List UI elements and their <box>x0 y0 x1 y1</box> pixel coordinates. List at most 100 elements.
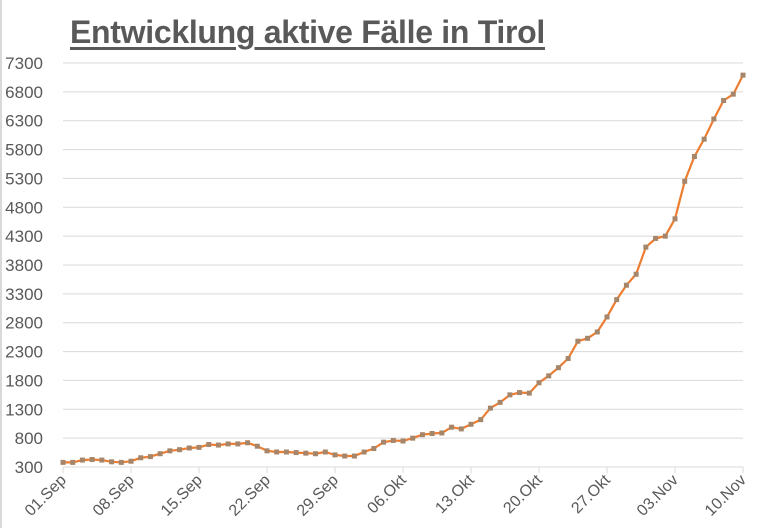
data-point-marker <box>487 405 493 411</box>
data-point-marker <box>390 437 396 443</box>
data-point-marker <box>293 450 299 456</box>
data-point-marker <box>332 452 338 458</box>
data-point-marker <box>351 453 357 459</box>
data-point-marker <box>633 271 639 277</box>
x-tick-label: 03.Nov <box>634 472 682 520</box>
data-point-marker <box>245 440 251 446</box>
x-tick-label: 20.Okt <box>500 471 546 517</box>
y-tick-label: 800 <box>15 429 43 448</box>
data-point-marker <box>740 72 746 78</box>
y-tick-label: 7300 <box>5 54 43 73</box>
y-tick-label: 4800 <box>5 198 43 217</box>
data-point-marker <box>157 451 163 457</box>
y-tick-label: 6300 <box>5 112 43 131</box>
y-tick-label: 1800 <box>5 371 43 390</box>
y-tick-label: 300 <box>15 458 43 477</box>
y-tick-label: 2300 <box>5 343 43 362</box>
data-point-marker <box>449 424 455 430</box>
data-point-marker <box>147 454 153 460</box>
data-point-marker <box>672 216 678 222</box>
data-series <box>60 72 746 465</box>
data-point-marker <box>429 431 435 437</box>
data-point-marker <box>371 446 377 452</box>
data-point-marker <box>206 441 212 447</box>
data-point-marker <box>381 439 387 445</box>
data-point-marker <box>79 457 85 463</box>
data-point-marker <box>478 417 484 423</box>
data-point-marker <box>711 116 717 122</box>
data-point-marker <box>196 444 202 450</box>
y-tick-label: 1300 <box>5 400 43 419</box>
data-point-marker <box>118 459 124 465</box>
x-tick-label: 08.Sep <box>90 472 138 520</box>
data-point-marker <box>138 455 144 461</box>
data-point-marker <box>594 329 600 335</box>
data-point-marker <box>546 373 552 379</box>
x-tick-label: 01.Sep <box>22 472 70 520</box>
x-tick-label: 29.Sep <box>294 472 342 520</box>
data-point-marker <box>614 297 620 303</box>
data-point-marker <box>235 441 241 447</box>
series-line <box>63 74 744 464</box>
data-point-marker <box>507 392 513 398</box>
data-point-marker <box>225 441 231 447</box>
data-point-marker <box>128 458 134 464</box>
data-point-marker <box>186 445 192 451</box>
data-point-marker <box>604 314 610 320</box>
data-point-marker <box>575 338 581 344</box>
data-point-marker <box>497 399 503 405</box>
data-point-marker <box>109 459 115 465</box>
data-point-marker <box>526 390 532 396</box>
data-point-marker <box>274 449 280 455</box>
data-point-marker <box>458 426 464 432</box>
x-tick-label: 06.Okt <box>364 471 410 517</box>
data-point-marker <box>468 421 474 427</box>
y-tick-label: 3300 <box>5 285 43 304</box>
data-point-marker <box>167 448 173 454</box>
y-tick-label: 5800 <box>5 141 43 160</box>
data-point-marker <box>730 91 736 97</box>
data-point-marker <box>400 438 406 444</box>
data-point-marker <box>410 435 416 441</box>
y-tick-label: 4300 <box>5 227 43 246</box>
y-tick-label: 6800 <box>5 83 43 102</box>
data-point-marker <box>643 244 649 250</box>
data-point-marker <box>283 449 289 455</box>
data-point-marker <box>585 335 591 341</box>
data-point-marker <box>215 442 221 448</box>
x-tick-label: 13.Okt <box>432 471 478 517</box>
y-tick-label: 5300 <box>5 169 43 188</box>
x-tick-label: 10.Nov <box>702 472 750 520</box>
data-point-marker <box>313 451 319 457</box>
data-point-marker <box>419 432 425 438</box>
data-point-marker <box>517 390 523 396</box>
data-point-marker <box>565 355 571 361</box>
data-point-marker <box>682 178 688 184</box>
data-point-marker <box>342 453 348 459</box>
data-point-marker <box>721 98 727 104</box>
data-point-marker <box>662 233 668 239</box>
data-point-marker <box>439 430 445 436</box>
data-point-marker <box>555 365 561 371</box>
data-point-marker <box>177 447 183 453</box>
x-tick-label: 27.Okt <box>568 471 614 517</box>
chart-title: Entwicklung aktive Fälle in Tirol <box>70 14 545 50</box>
data-point-marker <box>99 457 105 463</box>
data-point-marker <box>701 136 707 142</box>
x-tick-label: 15.Sep <box>158 472 206 520</box>
data-point-marker <box>623 282 629 288</box>
data-point-marker <box>653 235 659 241</box>
data-point-marker <box>70 459 76 465</box>
data-point-marker <box>264 448 270 454</box>
data-point-marker <box>691 153 697 159</box>
data-point-marker <box>303 450 309 456</box>
gridlines <box>63 62 743 468</box>
x-tick-label: 22.Sep <box>226 472 274 520</box>
data-point-marker <box>322 449 328 455</box>
data-point-marker <box>60 459 66 465</box>
data-point-marker <box>536 380 542 386</box>
x-axis: 01.Sep 08.Sep 15.Sep 22.Sep 29.Sep 06.Okt 13.O… <box>22 467 750 520</box>
y-tick-label: 2800 <box>5 314 43 333</box>
